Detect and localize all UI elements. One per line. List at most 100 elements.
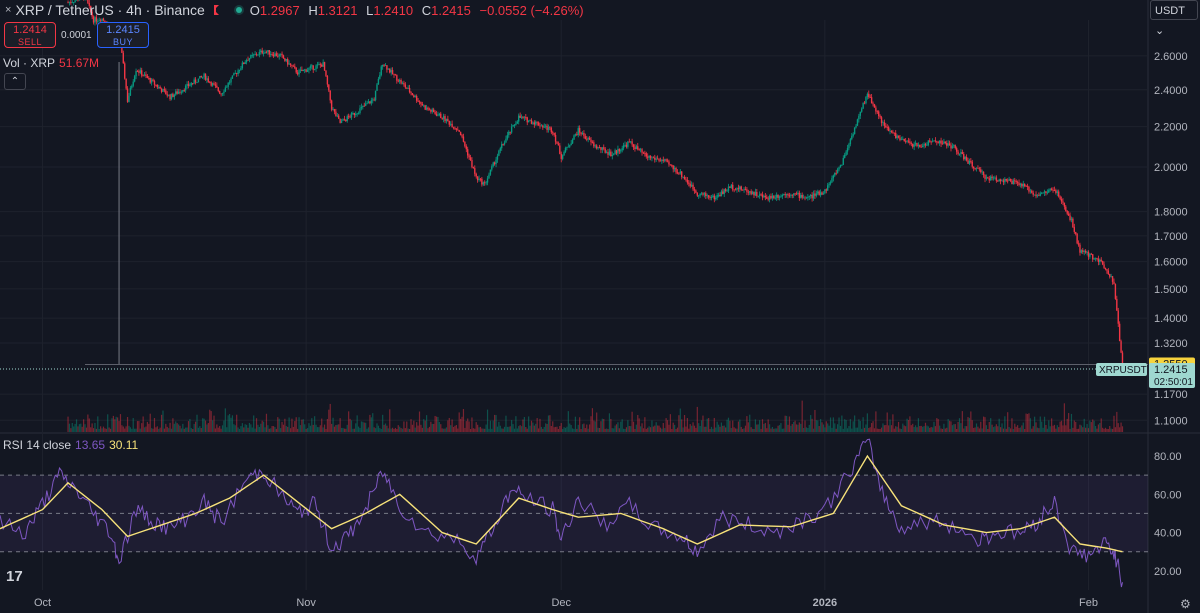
volume-bar [698, 423, 700, 432]
candle-body [183, 90, 185, 91]
volume-bar [722, 425, 724, 432]
volume-bar [590, 416, 592, 432]
volume-bar [413, 420, 415, 432]
volume-bar [468, 421, 470, 432]
volume-bar [895, 426, 897, 432]
candle-body [611, 154, 613, 157]
volume-bar [478, 427, 480, 432]
candle-body [744, 189, 747, 190]
candle-body [620, 150, 622, 152]
candle-body [819, 192, 822, 196]
collapse-icon[interactable]: ⌃ [4, 73, 26, 90]
rsi-legend[interactable]: RSI 14 close 13.65 30.11 [3, 438, 138, 452]
volume-bar [316, 427, 319, 432]
candle-body [121, 44, 123, 53]
candle-body [673, 168, 676, 170]
candle-body [590, 139, 592, 143]
volume-bar [1026, 413, 1029, 432]
sell-button[interactable]: 1.2414 SELL [4, 22, 56, 48]
candle-body [947, 143, 949, 146]
volume-bar [298, 417, 300, 432]
close-icon[interactable]: × [5, 4, 12, 16]
candle-body [817, 191, 819, 194]
volume-bar [658, 425, 660, 432]
candle-body [468, 155, 470, 158]
volume-bar [467, 418, 469, 432]
candle-body [974, 168, 976, 169]
candle-body [142, 75, 144, 77]
candle-body [277, 55, 279, 57]
candle-body [1026, 186, 1029, 187]
volume-legend[interactable]: Vol · XRP 51.67M [3, 56, 99, 70]
buy-button[interactable]: 1.2415 BUY [97, 22, 149, 48]
candle-body [1045, 191, 1047, 193]
volume-bar [705, 426, 707, 432]
candle-body [98, 20, 100, 22]
volume-bar [682, 427, 684, 432]
symbol-title[interactable]: XRP / TetherUS · 4h · Binance [15, 2, 205, 18]
volume-bar [248, 422, 251, 432]
volume-bar [753, 428, 755, 432]
volume-bar [696, 406, 698, 432]
volume-bar [946, 427, 948, 432]
volume-bar [366, 428, 368, 432]
candle-body [899, 137, 901, 141]
volume-bar [778, 425, 781, 432]
volume-bar [837, 424, 839, 432]
candle-body [1073, 227, 1076, 232]
volume-bar [461, 416, 463, 432]
volume-bar [185, 427, 187, 432]
volume-bar [533, 425, 535, 432]
currency-unit-button[interactable]: USDT ⌄ [1150, 0, 1198, 37]
volume-bar [549, 415, 551, 432]
volume-bar [297, 428, 299, 432]
volume-bar [194, 421, 197, 432]
candle-body [294, 66, 296, 68]
volume-bar [455, 424, 457, 432]
volume-bar [457, 428, 459, 432]
candle-body [831, 178, 833, 183]
volume-bar [644, 417, 646, 432]
candle-body [749, 191, 751, 193]
volume-bar [1077, 428, 1080, 432]
volume-bar [900, 428, 902, 432]
volume-bar [929, 427, 931, 432]
volume-bar [321, 418, 323, 432]
candle-body [751, 191, 754, 195]
volume-bar [726, 419, 728, 432]
candle-body [1043, 191, 1046, 193]
gear-icon[interactable]: ⚙ [1180, 597, 1191, 611]
candle-body [489, 169, 492, 175]
candle-body [316, 64, 319, 66]
candle-body [539, 125, 541, 127]
candle-body [167, 94, 170, 96]
volume-bar [505, 415, 507, 432]
volume-bar [1025, 413, 1027, 432]
volume-bar [569, 423, 571, 432]
volume-bar [1019, 427, 1022, 432]
volume-bar [800, 423, 802, 432]
candle-body [1062, 201, 1064, 203]
volume-bar [100, 426, 102, 432]
volume-bar [632, 421, 635, 432]
flag-icon[interactable] [213, 5, 224, 15]
candle-body [199, 75, 201, 79]
candle-body [370, 100, 373, 104]
ohlc-open-value: 1.2967 [259, 2, 300, 18]
candle-body [1031, 190, 1033, 193]
candle-body [186, 83, 188, 86]
volume-bar [984, 417, 986, 432]
volume-bar [305, 428, 307, 432]
candle-body [818, 191, 820, 196]
volume-bar [1104, 427, 1107, 432]
volume-bar [498, 421, 500, 432]
candle-body [662, 159, 664, 161]
volume-bar [383, 424, 385, 432]
candle-body [1075, 231, 1077, 234]
candle-body [484, 182, 486, 184]
candle-body [988, 178, 990, 181]
volume-bar [1097, 424, 1099, 432]
volume-bar [158, 428, 160, 432]
candle-body [213, 83, 215, 85]
